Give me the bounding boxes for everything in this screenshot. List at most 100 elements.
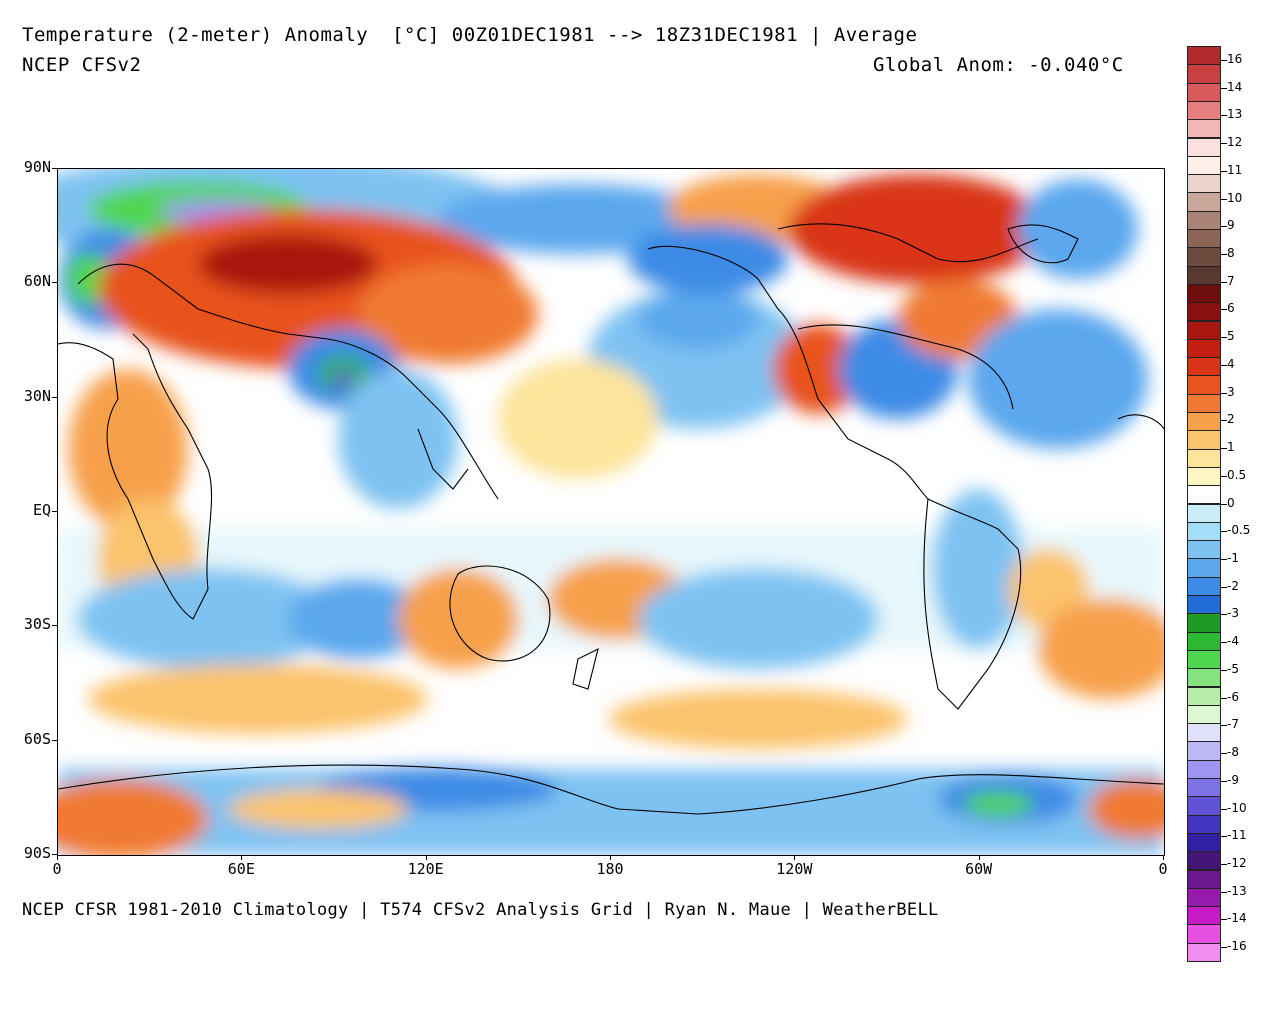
longitude-tick xyxy=(794,855,796,860)
colorbar-label: -5 xyxy=(1227,661,1239,676)
latitude-tick-label: 60N xyxy=(23,272,51,291)
colorbar-tick xyxy=(1221,697,1227,699)
colorbar-swatch xyxy=(1187,631,1221,651)
longitude-tick xyxy=(1163,855,1164,860)
colorbar-swatch xyxy=(1187,778,1221,798)
colorbar-label: 14 xyxy=(1227,79,1243,94)
colorbar-swatch xyxy=(1187,668,1221,688)
colorbar-swatch xyxy=(1187,796,1221,816)
colorbar-swatch xyxy=(1187,704,1221,725)
colorbar-swatch xyxy=(1187,595,1221,615)
longitude-tick-label: 60E xyxy=(227,860,255,878)
colorbar-swatch xyxy=(1187,759,1221,779)
colorbar-swatch xyxy=(1187,393,1221,413)
colorbar-tick xyxy=(1221,863,1227,865)
colorbar-tick xyxy=(1221,448,1227,450)
longitude-tick-label: 120E xyxy=(407,860,444,878)
colorbar-tick xyxy=(1221,725,1227,727)
colorbar-tick xyxy=(1221,558,1227,560)
colorbar-tick xyxy=(1221,170,1227,172)
colorbar-label: -16 xyxy=(1227,939,1247,954)
colorbar-swatch xyxy=(1187,576,1221,596)
colorbar-swatch xyxy=(1187,229,1221,249)
latitude-tick xyxy=(52,396,57,398)
colorbar-swatch xyxy=(1187,521,1221,542)
colorbar-tick xyxy=(1221,420,1227,422)
latitude-tick-label: 90S xyxy=(23,844,51,862)
latitude-tick xyxy=(52,168,57,169)
colorbar-tick xyxy=(1221,503,1227,505)
latitude-tick-label: 90N xyxy=(23,158,51,176)
colorbar-label: -0.5 xyxy=(1227,523,1251,538)
colorbar-swatch xyxy=(1187,357,1221,377)
colorbar-label: -6 xyxy=(1227,689,1239,704)
colorbar-label: -1 xyxy=(1227,550,1239,565)
colorbar-swatch xyxy=(1187,82,1221,102)
colorbar-swatch xyxy=(1187,46,1221,66)
colorbar-label: 1 xyxy=(1227,440,1235,455)
colorbar-tick xyxy=(1221,614,1227,616)
colorbar-label: 0 xyxy=(1227,495,1235,510)
colorbar-swatch xyxy=(1187,942,1221,962)
colorbar-swatch xyxy=(1187,412,1221,432)
colorbar-swatch xyxy=(1187,302,1221,322)
colorbar-swatch xyxy=(1187,613,1221,633)
longitude-tick xyxy=(610,855,611,860)
latitude-tick xyxy=(52,511,57,512)
colorbar-label: 12 xyxy=(1227,135,1243,150)
longitude-tick xyxy=(241,855,243,860)
colorbar-tick xyxy=(1221,753,1227,755)
colorbar-swatch xyxy=(1187,448,1221,468)
longitude-tick xyxy=(57,855,58,860)
colorbar-tick xyxy=(1221,364,1227,366)
colorbar-tick xyxy=(1221,281,1227,283)
longitude-tick-label: 60W xyxy=(965,860,993,878)
longitude-tick xyxy=(425,855,427,860)
colorbar-tick xyxy=(1221,115,1227,117)
colorbar-swatch xyxy=(1187,832,1221,853)
colorbar-swatch xyxy=(1187,174,1221,194)
colorbar-tick xyxy=(1221,669,1227,671)
colorbar-label: -11 xyxy=(1227,828,1247,843)
colorbar-swatch xyxy=(1187,119,1221,139)
colorbar-label: -2 xyxy=(1227,578,1239,593)
colorbar-tick xyxy=(1221,253,1227,255)
longitude-tick xyxy=(978,855,980,860)
colorbar-swatch xyxy=(1187,430,1221,450)
colorbar-swatch xyxy=(1187,723,1221,743)
colorbar-label: 10 xyxy=(1227,190,1243,205)
colorbar-swatch xyxy=(1187,485,1221,505)
colorbar-tick xyxy=(1221,198,1227,200)
colorbar-tick xyxy=(1221,919,1227,921)
colorbar-swatch xyxy=(1187,100,1221,121)
colorbar-tick xyxy=(1221,586,1227,588)
longitude-tick-label: 120W xyxy=(776,860,813,878)
colorbar-label: 8 xyxy=(1227,245,1235,260)
colorbar-tick xyxy=(1221,143,1227,145)
colorbar-swatch xyxy=(1187,210,1221,230)
global-anomaly-readout: Global Anom: -0.040°C xyxy=(873,54,1124,76)
colorbar-swatch xyxy=(1187,137,1221,157)
longitude-tick-label: 180 xyxy=(596,860,624,878)
colorbar-label: 7 xyxy=(1227,273,1235,288)
latitude-tick xyxy=(52,739,57,741)
latitude-tick-label: 30S xyxy=(23,615,51,634)
colorbar-tick xyxy=(1221,531,1227,533)
anomaly-map xyxy=(57,168,1165,856)
longitude-tick-label: 0 xyxy=(52,860,62,878)
colorbar-swatch xyxy=(1187,503,1221,523)
colorbar-label: 11 xyxy=(1227,162,1243,177)
colorbar-label: 13 xyxy=(1227,107,1243,122)
colorbar-tick xyxy=(1221,642,1227,644)
colorbar-swatch xyxy=(1187,155,1221,176)
colorbar-tick xyxy=(1221,475,1227,477)
colorbar-swatch xyxy=(1187,320,1221,340)
colorbar-swatch xyxy=(1187,247,1221,267)
colorbar-swatch xyxy=(1187,466,1221,487)
colorbar-tick xyxy=(1221,780,1227,782)
colorbar-swatch xyxy=(1187,741,1221,761)
colorbar-swatch xyxy=(1187,649,1221,670)
colorbar-tick xyxy=(1221,392,1227,394)
colorbar-swatch xyxy=(1187,686,1221,706)
colorbar-tick xyxy=(1221,226,1227,228)
